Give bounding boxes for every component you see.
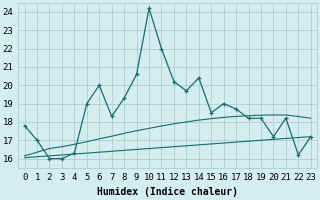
X-axis label: Humidex (Indice chaleur): Humidex (Indice chaleur)	[97, 187, 238, 197]
